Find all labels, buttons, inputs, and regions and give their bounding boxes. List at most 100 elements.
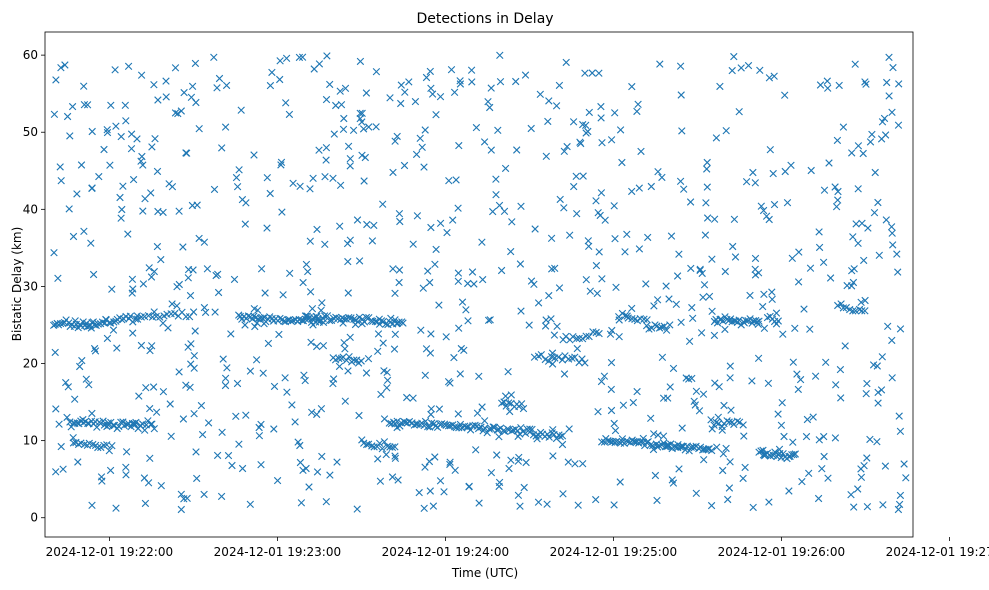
- data-point: [574, 501, 582, 509]
- data-point: [592, 495, 600, 504]
- data-point: [391, 289, 399, 297]
- data-point: [322, 498, 330, 506]
- data-point: [711, 379, 719, 387]
- data-point: [770, 72, 778, 80]
- data-point: [531, 225, 539, 233]
- data-point: [832, 203, 841, 211]
- data-point: [344, 289, 352, 297]
- data-point: [88, 184, 96, 192]
- data-point: [859, 149, 867, 158]
- data-point: [396, 217, 404, 226]
- data-point: [403, 393, 411, 402]
- data-point: [878, 353, 886, 361]
- data-point: [117, 214, 125, 222]
- data-point: [388, 473, 397, 481]
- data-point: [351, 320, 360, 329]
- data-point: [685, 375, 693, 383]
- data-point: [126, 312, 135, 320]
- x-tick-label-0: 2024-12-01 19:22:00: [46, 545, 173, 559]
- data-point: [270, 382, 279, 391]
- data-point: [147, 189, 155, 197]
- y-tick-label-4: 40: [23, 202, 38, 216]
- data-point: [692, 489, 700, 497]
- y-tick-label-2: 20: [23, 357, 38, 371]
- data-point: [447, 66, 456, 74]
- data-point: [818, 465, 826, 473]
- data-point: [261, 289, 269, 297]
- data-point: [464, 423, 473, 431]
- data-point: [655, 441, 663, 450]
- data-point: [294, 438, 302, 446]
- data-point: [379, 339, 387, 347]
- data-point: [478, 403, 486, 411]
- data-point: [173, 283, 181, 291]
- data-point: [558, 440, 567, 449]
- data-point: [862, 390, 870, 398]
- data-point: [682, 374, 690, 382]
- data-point: [171, 309, 179, 318]
- data-point: [712, 134, 721, 142]
- data-point: [83, 101, 92, 109]
- data-point: [365, 123, 373, 131]
- data-point: [798, 477, 806, 486]
- data-point: [188, 201, 197, 210]
- data-point: [775, 445, 784, 453]
- data-point: [790, 450, 798, 459]
- data-point: [855, 305, 864, 314]
- data-point: [426, 67, 434, 76]
- data-point: [122, 448, 131, 456]
- data-point: [52, 468, 60, 476]
- data-point: [573, 334, 581, 343]
- data-point: [333, 458, 341, 466]
- y-tick-label-6: 60: [23, 48, 38, 62]
- data-point: [219, 355, 227, 363]
- data-point: [73, 190, 81, 198]
- data-point: [372, 68, 381, 76]
- data-point: [517, 400, 526, 408]
- data-point: [157, 482, 165, 490]
- data-point: [326, 80, 334, 89]
- data-point: [122, 471, 130, 479]
- data-point: [189, 308, 198, 316]
- data-point: [675, 465, 683, 473]
- data-point: [592, 197, 600, 205]
- data-point: [454, 204, 462, 212]
- data-point: [109, 421, 117, 429]
- data-point: [310, 65, 318, 73]
- data-point: [761, 450, 769, 458]
- data-point: [150, 81, 158, 89]
- data-point: [658, 173, 666, 182]
- data-point: [685, 337, 694, 345]
- data-point: [718, 426, 726, 434]
- data-point: [633, 107, 641, 116]
- data-point: [353, 505, 361, 513]
- data-point: [80, 101, 89, 109]
- data-point: [765, 498, 773, 506]
- data-point: [475, 499, 483, 507]
- data-point: [233, 183, 242, 191]
- data-point: [730, 52, 738, 61]
- data-point: [517, 202, 525, 210]
- data-point: [570, 182, 578, 191]
- data-point: [739, 474, 747, 483]
- data-point: [678, 127, 686, 135]
- data-point: [472, 123, 481, 132]
- data-point: [450, 88, 459, 96]
- data-point: [182, 313, 190, 321]
- data-point: [374, 455, 382, 463]
- data-point: [525, 321, 533, 329]
- data-point: [722, 444, 730, 453]
- data-point: [386, 94, 394, 102]
- data-point: [547, 234, 556, 242]
- data-point: [362, 369, 371, 377]
- data-point: [285, 110, 294, 119]
- data-point: [553, 322, 561, 330]
- data-point: [634, 100, 642, 108]
- data-point: [227, 330, 235, 338]
- data-point: [137, 157, 145, 165]
- data-point: [279, 291, 287, 299]
- data-point: [789, 358, 797, 366]
- data-point: [887, 223, 896, 231]
- data-point: [725, 484, 734, 492]
- data-point: [418, 143, 426, 151]
